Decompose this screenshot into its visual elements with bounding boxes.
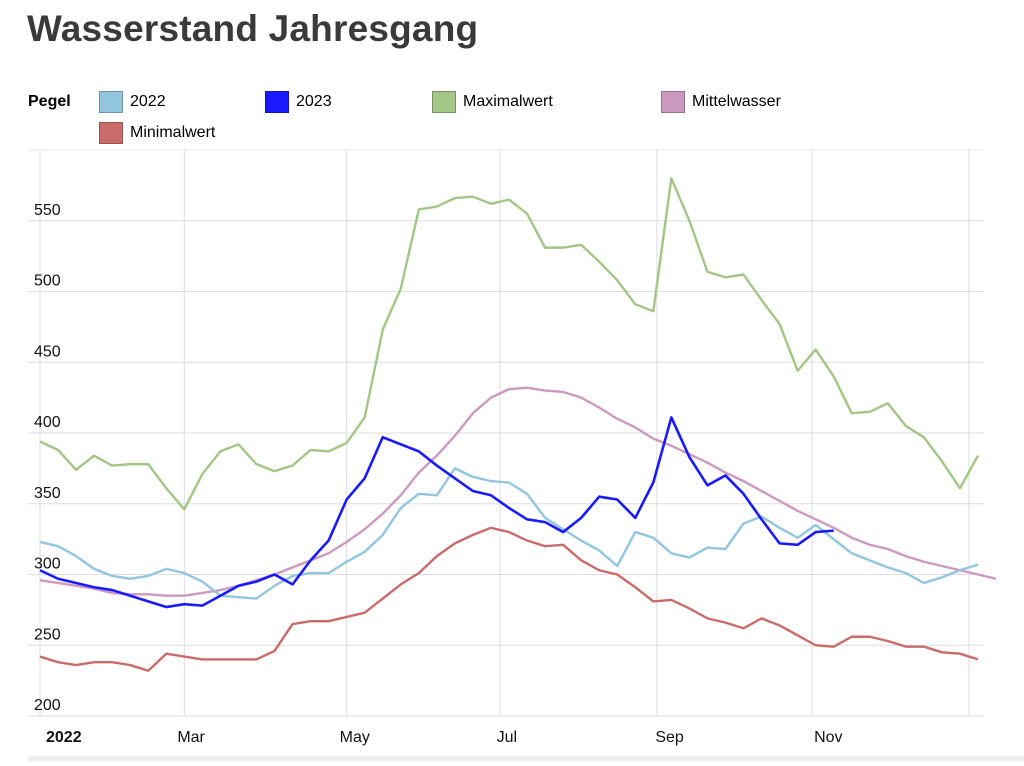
y-tick-label: 550 xyxy=(34,202,61,219)
legend-item-minimalwert[interactable]: Minimalwert xyxy=(99,120,215,146)
series-line-minimalwert[interactable] xyxy=(39,526,979,672)
legend-item-maximalwert[interactable]: Maximalwert xyxy=(432,89,553,115)
line-chart: 200 250 300 350 400 450 500 550 2022 Mar May Jul Se… xyxy=(28,149,997,746)
legend-label-2022: 2022 xyxy=(130,93,166,110)
series-line-mittelwasser[interactable] xyxy=(39,386,997,597)
x-tick-label: Nov xyxy=(814,729,842,746)
series-line-maximalwert[interactable] xyxy=(39,177,980,511)
legend-swatch-minimalwert xyxy=(99,122,123,144)
legend-swatch-mittelwasser xyxy=(661,91,685,113)
horizontal-scrollbar[interactable] xyxy=(28,756,1024,761)
grid-lines xyxy=(28,149,984,717)
x-tick-label: Jul xyxy=(497,729,517,746)
legend-label-mittelwasser: Mittelwasser xyxy=(692,93,781,110)
y-axis-labels: 200 250 300 350 400 450 500 550 xyxy=(34,202,61,714)
y-tick-label: 400 xyxy=(34,414,61,431)
legend-label-minimalwert: Minimalwert xyxy=(130,124,216,141)
legend-title: Pegel xyxy=(28,93,71,110)
y-tick-label: 500 xyxy=(34,273,61,290)
series-lines xyxy=(39,177,997,672)
legend-label-maximalwert: Maximalwert xyxy=(463,93,553,110)
legend-swatch-2023 xyxy=(265,91,289,113)
chart-area: 200 250 300 350 400 450 500 550 2022 Mar May Jul Se… xyxy=(0,140,1024,761)
x-axis-labels: 2022 Mar May Jul Sep Nov xyxy=(46,729,843,746)
y-tick-label: 250 xyxy=(34,626,61,643)
legend-item-2022[interactable]: 2022 xyxy=(99,89,166,115)
y-tick-label: 350 xyxy=(34,485,61,502)
chart-title: Wasserstand Jahresgang xyxy=(27,8,479,49)
legend-label-2023: 2023 xyxy=(296,93,332,110)
y-tick-label: 450 xyxy=(34,343,61,360)
legend-item-2023[interactable]: 2023 xyxy=(265,89,332,115)
series-line-2022[interactable] xyxy=(39,467,979,600)
y-tick-label: 300 xyxy=(34,556,61,573)
x-tick-label: 2022 xyxy=(46,729,82,746)
x-tick-label: Sep xyxy=(655,729,684,746)
chart-legend: Pegel 2022 2023 Maximalwert Mittelwasser… xyxy=(0,0,1024,150)
series-line-2023[interactable] xyxy=(39,416,834,609)
x-tick-label: May xyxy=(340,729,370,746)
legend-swatch-2022 xyxy=(99,91,123,113)
legend-swatch-maximalwert xyxy=(432,91,456,113)
x-tick-label: Mar xyxy=(177,729,205,746)
y-tick-label: 200 xyxy=(34,697,61,714)
legend-item-mittelwasser[interactable]: Mittelwasser xyxy=(661,89,781,115)
